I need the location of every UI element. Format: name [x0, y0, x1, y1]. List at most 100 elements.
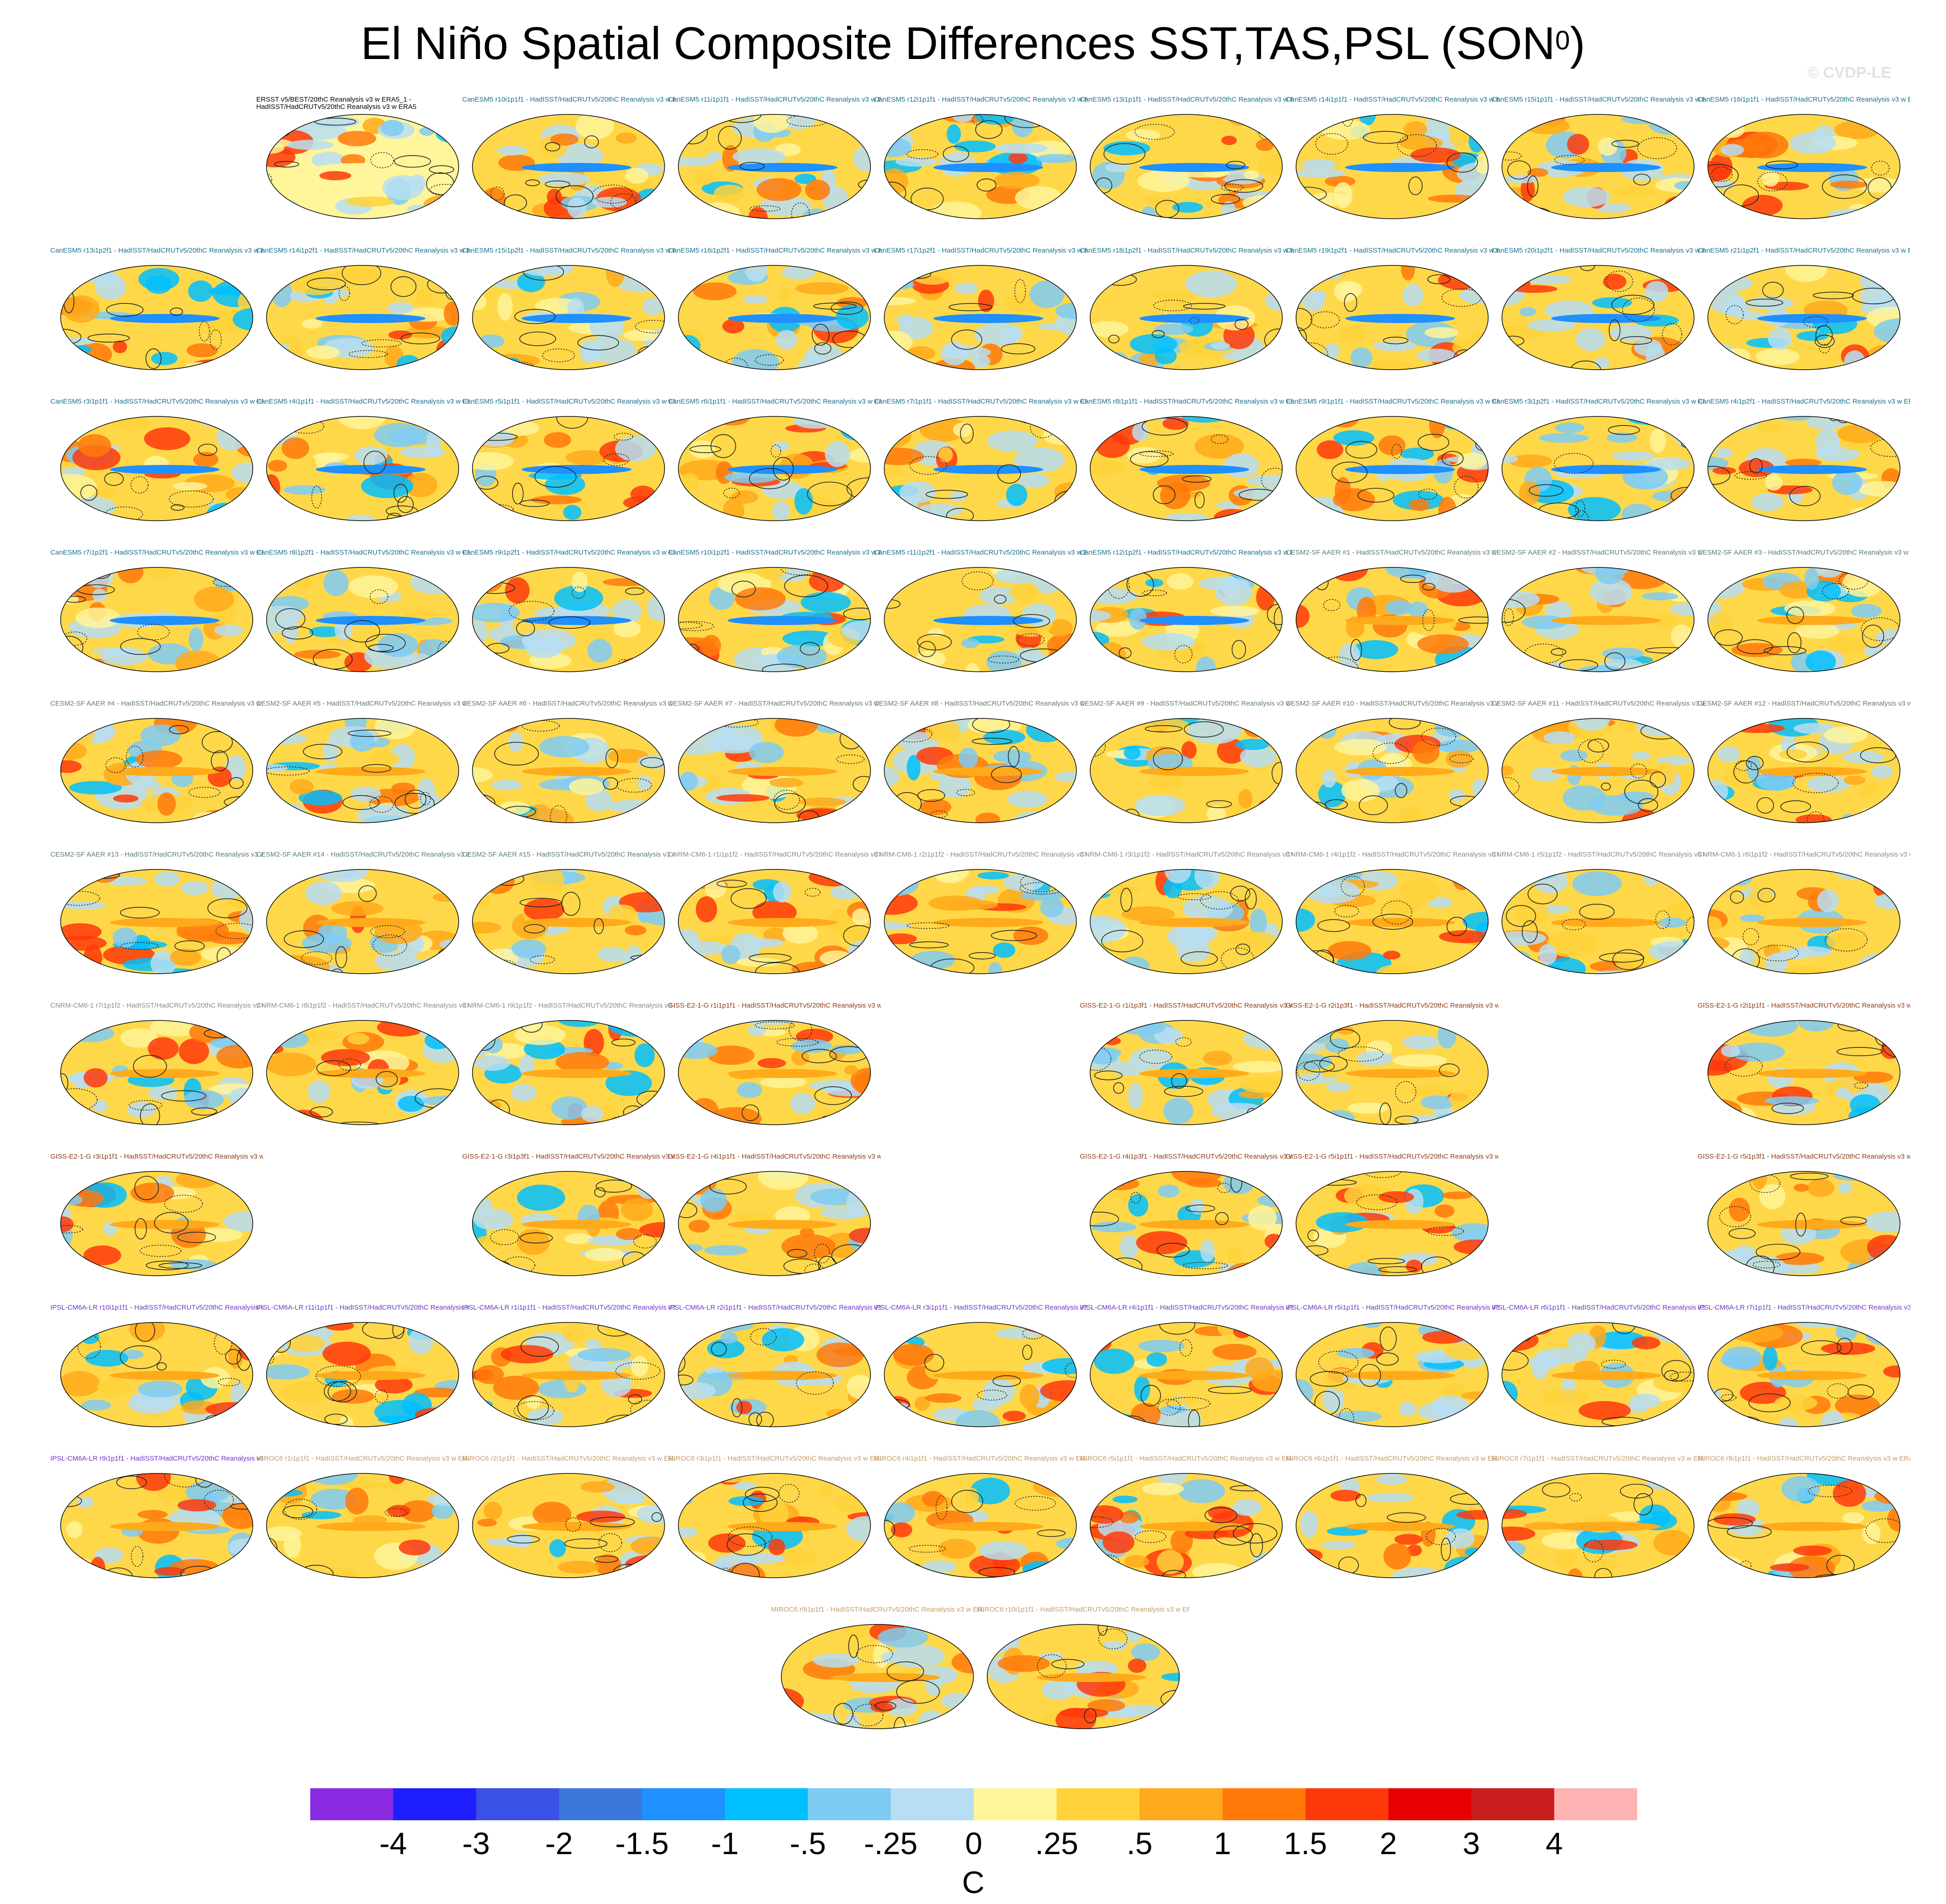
panel-label: CESM2-SF AAER #8 - HadISST/HadCRUTv5/20t…	[874, 700, 1087, 707]
map-outline	[1089, 718, 1283, 823]
equatorial-anomaly	[933, 1371, 1043, 1380]
map-outline	[884, 114, 1077, 219]
map-outline	[1089, 265, 1283, 370]
anomaly-region	[598, 947, 627, 962]
anomaly-region	[266, 1418, 306, 1427]
anomaly-region	[1187, 718, 1242, 744]
anomaly-region	[571, 572, 588, 593]
anomaly-region	[678, 941, 728, 955]
anomaly-region	[1784, 600, 1836, 617]
psl-contour	[1551, 648, 1567, 656]
anomaly-region	[704, 1245, 748, 1256]
anomaly-region	[615, 436, 656, 462]
map-panel: CanESM5 r14i1p1f1 - HadISST/HadCRUTv5/20…	[1286, 96, 1499, 233]
anomaly-region	[693, 170, 715, 185]
psl-contour	[191, 1107, 217, 1116]
anomaly-region	[1340, 1478, 1360, 1493]
colorbar-tick-label: -.5	[789, 1826, 826, 1861]
anomaly-region	[709, 586, 735, 610]
psl-contour	[1620, 336, 1652, 345]
psl-contour	[1014, 279, 1026, 303]
equatorial-anomaly	[1551, 767, 1661, 776]
psl-contour	[885, 869, 911, 874]
anomaly-region	[1019, 1384, 1040, 1409]
psl-contour	[361, 764, 392, 773]
anomaly-region	[814, 1419, 863, 1427]
anomaly-region	[1042, 513, 1068, 521]
panel-label: CanESM5 r9i1p1f1 - HadISST/HadCRUTv5/20t…	[1286, 398, 1499, 405]
psl-contour	[1186, 1204, 1215, 1213]
map-plot	[884, 718, 1077, 823]
anomaly-region	[266, 359, 293, 368]
psl-contour	[60, 420, 78, 433]
map-outline	[678, 1473, 871, 1578]
map-plot	[781, 1624, 974, 1729]
psl-contour	[884, 282, 895, 292]
map-plot	[884, 869, 1077, 974]
psl-contour	[307, 277, 346, 291]
psl-contour	[1350, 639, 1362, 661]
anomaly-region	[474, 1055, 510, 1071]
map-plot	[266, 718, 459, 823]
anomaly-region	[993, 942, 1015, 958]
anomaly-region	[1708, 1327, 1728, 1344]
map-outline	[1089, 1171, 1283, 1276]
map-panel: CanESM5 r6i1p1f1 - HadISST/HadCRUTv5/20t…	[668, 398, 881, 535]
psl-contour	[644, 653, 656, 672]
map-plot	[472, 567, 665, 672]
panel-label: CanESM5 r8i1p2f1 - HadISST/HadCRUTv5/20t…	[256, 549, 469, 556]
anomaly-region	[1524, 1521, 1563, 1530]
anomaly-region	[1212, 1343, 1257, 1360]
anomaly-region	[1410, 1085, 1454, 1096]
anomaly-region	[1148, 1396, 1196, 1406]
anomaly-region	[555, 1052, 609, 1073]
anomaly-region	[1606, 432, 1637, 443]
psl-contour	[1023, 363, 1065, 370]
anomaly-region	[1008, 152, 1028, 164]
map-outline	[266, 265, 459, 370]
anomaly-region	[268, 1473, 300, 1481]
psl-contour	[605, 748, 619, 768]
anomaly-region	[1142, 1482, 1184, 1495]
anomaly-region	[950, 491, 967, 502]
psl-contour	[994, 1725, 1040, 1729]
anomaly-region	[846, 1190, 864, 1217]
anomaly-region	[979, 1541, 1028, 1560]
anomaly-region	[620, 874, 657, 882]
colorbar-swatch	[476, 1788, 560, 1820]
psl-contour	[266, 658, 280, 672]
anomaly-region	[284, 485, 325, 495]
anomaly-region	[1450, 1478, 1488, 1489]
anomaly-region	[836, 297, 868, 309]
anomaly-region	[1142, 633, 1196, 651]
psl-contour	[1708, 1111, 1731, 1117]
anomaly-region	[178, 1038, 209, 1064]
anomaly-region	[472, 570, 503, 593]
psl-contour	[1101, 930, 1143, 953]
psl-contour	[1720, 1416, 1761, 1427]
anomaly-region	[796, 809, 845, 822]
anomaly-region	[525, 637, 562, 658]
psl-contour	[893, 727, 933, 743]
map-plot	[884, 114, 1077, 219]
anomaly-region	[648, 1030, 665, 1048]
map-outline	[1501, 1473, 1695, 1578]
anomaly-region	[399, 1539, 431, 1556]
psl-contour	[946, 507, 974, 521]
psl-contour	[917, 789, 945, 802]
anomaly-region	[721, 945, 740, 964]
anomaly-region	[733, 1482, 756, 1490]
psl-contour	[1527, 175, 1539, 197]
anomaly-region	[1211, 342, 1230, 350]
psl-contour	[1502, 1322, 1546, 1330]
anomaly-region	[884, 416, 917, 426]
map-outline	[1501, 114, 1695, 219]
map-panel: CanESM5 r4i1p1f1 - HadISST/HadCRUTv5/20t…	[256, 398, 469, 535]
psl-contour	[690, 810, 718, 820]
equatorial-anomaly	[1345, 1522, 1455, 1531]
psl-contour	[756, 1412, 774, 1427]
psl-contour	[787, 1249, 808, 1258]
psl-contour	[1380, 1327, 1397, 1351]
map-panel: GISS-E2-1-G r2i1p1f1 - HadISST/HadCRUTv5…	[1698, 1002, 1910, 1139]
anomaly-region	[1631, 751, 1651, 760]
